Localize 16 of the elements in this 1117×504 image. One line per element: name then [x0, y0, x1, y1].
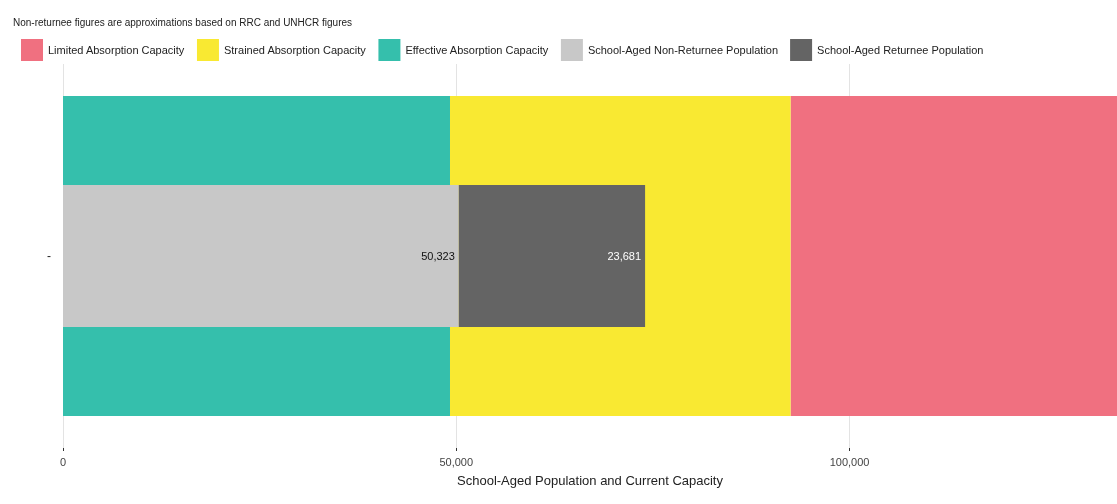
x-tick-label: 0	[59, 455, 67, 468]
data-label: 23,681	[607, 250, 642, 262]
chart-title: Non-returnee figures are approximations based on RRC and UNHCR figures	[13, 16, 353, 28]
legend-label: Strained Absorption Capacity	[223, 44, 367, 56]
x-tick-label: 100,000	[829, 455, 870, 468]
bar	[458, 185, 646, 327]
data-label: 50,323	[421, 250, 455, 262]
x-tick-label: 50,000	[439, 455, 474, 468]
x-axis-title: School-Aged Population and Current Capacity	[457, 473, 724, 488]
legend-label: School-Aged Returnee Population	[817, 44, 984, 56]
bar	[790, 96, 1117, 416]
legend-label: Effective Absorption Capacity	[405, 44, 549, 56]
legend-label: Limited Absorption Capacity	[48, 44, 185, 56]
y-tick-label: -	[47, 249, 51, 263]
legend-label: School-Aged Non-Returnee Population	[587, 44, 779, 56]
bar	[63, 185, 459, 327]
